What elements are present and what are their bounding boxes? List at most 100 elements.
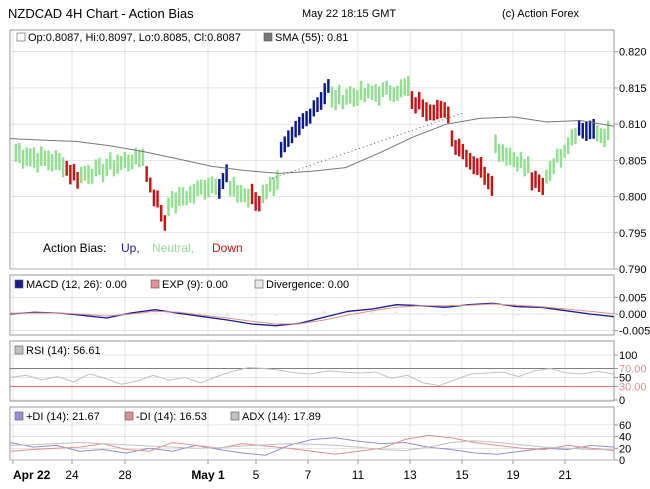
ohlc-bar [497, 143, 501, 162]
ohlc-bar [94, 159, 97, 177]
ohlc-bar [465, 149, 468, 168]
divergence-bar [394, 311, 399, 314]
ohlc-bar [378, 86, 381, 106]
divergence-bar [539, 314, 544, 315]
ohlc-bar [134, 147, 137, 165]
ohlc-bar [290, 126, 294, 144]
macd-line [9, 302, 615, 327]
ohlc-bar [36, 152, 39, 173]
ohlc-bar [181, 187, 185, 206]
ohlc-bar [388, 85, 392, 101]
y-tick-label: 50 [619, 373, 631, 385]
ohlc-legend: Op:0.8087, Hi:0.8097, Lo:0.8085, Cl:0.80… [28, 32, 241, 44]
y-tick-label: 30.00 [619, 382, 647, 394]
y-tick-label: 40 [619, 432, 631, 444]
ohlc-bar [308, 108, 312, 124]
ohlc-bar [596, 125, 599, 142]
ohlc-bar [396, 85, 399, 101]
y-tick-label: -0.005 [619, 326, 650, 338]
ohlc-bar [283, 136, 286, 153]
ohlc-bar [585, 121, 588, 141]
divergence-bar [104, 314, 109, 316]
x-tick-label: 21 [558, 468, 572, 482]
ohlc-bar [279, 141, 283, 158]
ohlc-bar [72, 163, 76, 181]
ohlc-bar [348, 86, 352, 104]
macd-legend-2: Divergence: 0.00 [266, 279, 349, 291]
ohlc-bar [109, 152, 112, 170]
x-tick-label: 13 [403, 468, 417, 482]
ohlc-bar [461, 143, 465, 160]
ohlc-bar [258, 195, 261, 212]
ohlc-bar [127, 154, 130, 172]
ohlc-bar [203, 179, 207, 200]
ohlc-bar [287, 130, 290, 147]
ohlc-bar [501, 144, 505, 162]
legend-swatch [263, 32, 273, 42]
ohlc-bar [581, 122, 584, 139]
x-tick-label: 11 [352, 468, 365, 482]
ohlc-bar [505, 147, 508, 166]
ohlc-bar [90, 168, 94, 184]
bias-neutral-label: Neutral, [152, 241, 194, 255]
chart-datetime: May 22 18:15 GMT [302, 8, 397, 20]
ohlc-bar [454, 139, 457, 155]
ohlc-bar [294, 120, 297, 138]
bias-up-label: Up, [121, 241, 140, 255]
ohlc-bar [47, 150, 50, 171]
ohlc-bar [523, 159, 526, 177]
y-tick-label: 0.005 [619, 292, 647, 304]
ohlc-bar [516, 156, 519, 172]
y-tick-label: 0 [619, 455, 625, 467]
bias-down-label: Down [212, 241, 243, 255]
ohlc-bar [232, 176, 236, 197]
ohlc-bar [298, 116, 301, 136]
ohlc-bar [334, 90, 337, 111]
ohlc-bar [119, 155, 123, 170]
ohlc-bar [566, 137, 570, 154]
ohlc-bar [468, 153, 472, 170]
ohlc-bar [229, 181, 232, 197]
ohlc-bar [570, 129, 574, 146]
ohlc-bar [61, 157, 65, 178]
ohlc-bar [541, 177, 544, 196]
ohlc-bar [145, 166, 148, 182]
divergence-bar [612, 314, 616, 317]
ohlc-bar [250, 183, 254, 205]
ohlc-bar [443, 102, 446, 118]
ohlc-bar [130, 154, 134, 170]
ohlc-bar [548, 160, 552, 181]
ohlc-bar [112, 159, 116, 177]
ohlc-bar [65, 160, 68, 176]
ohlc-bar [189, 185, 192, 203]
y-tick-label: 0 [619, 395, 625, 407]
ohlc-bar [192, 183, 196, 204]
ohlc-bar [338, 84, 341, 105]
ohlc-bar [494, 134, 497, 154]
ohlc-bar [272, 177, 276, 197]
ohlc-bar [341, 94, 345, 110]
x-tick-label: 5 [253, 468, 260, 482]
ohlc-bar [599, 128, 603, 144]
ohlc-bar [210, 176, 214, 194]
ohlc-bar [457, 138, 461, 157]
sma-legend: SMA (55): 0.81 [275, 32, 348, 44]
ohlc-bar [392, 87, 395, 103]
ohlc-bar [247, 188, 250, 208]
ohlc-bar [207, 177, 210, 198]
exp-line [9, 303, 615, 325]
ohlc-bar [268, 176, 272, 192]
ohlc-bar [577, 119, 581, 136]
plus_di-line [9, 437, 615, 456]
ohlc-bar [319, 92, 323, 110]
ohlc-bar [32, 147, 36, 168]
ohlc-bar [305, 111, 308, 127]
ohlc-bar [40, 146, 43, 166]
y-tick-label: 100 [619, 350, 637, 362]
divergence-bar [152, 312, 157, 314]
ohlc-bar [163, 215, 167, 231]
y-tick-label: 0.000 [619, 309, 647, 321]
chart-title: NZDCAD 4H Chart - Action Bias [8, 6, 194, 21]
divergence-bar [418, 314, 423, 315]
action-bias-label: Action Bias: [43, 241, 106, 255]
